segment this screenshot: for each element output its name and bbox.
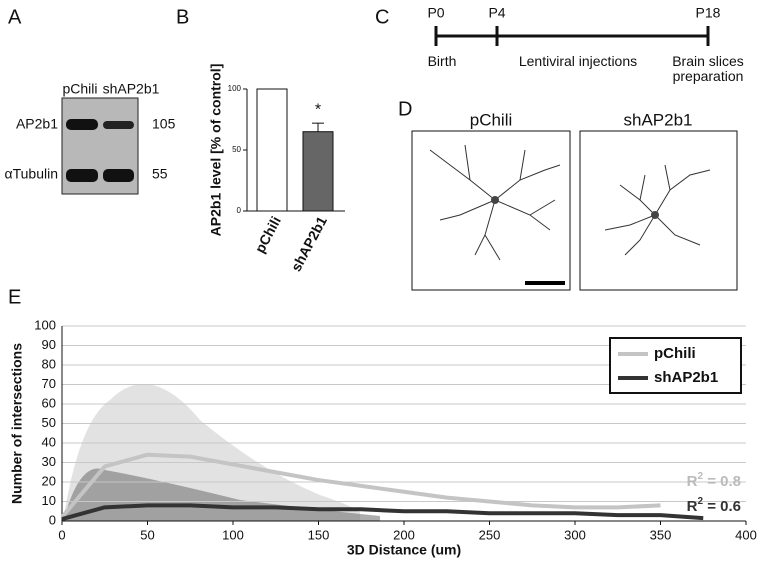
y-tick-label: 80: [42, 356, 56, 371]
fit-line: [61, 503, 704, 521]
legend-label: pChili: [654, 345, 696, 362]
y-axis-label: AP2b1 level [% of control]: [208, 64, 224, 237]
image-title: shAP2b1: [624, 110, 693, 129]
y-tick-label: 40: [42, 434, 56, 449]
y-tick-label: 30: [42, 454, 56, 469]
r-squared-value: = 0.6: [703, 498, 741, 515]
y-tick-label: 100: [34, 317, 56, 332]
image-title: pChili: [470, 110, 513, 129]
blot-band: [66, 169, 98, 182]
x-tick-label: 150: [308, 527, 330, 542]
y-tick-label: 10: [42, 493, 56, 508]
y-tick-label: 100: [228, 84, 242, 93]
timepoint-event: Lentiviral injections: [518, 53, 638, 69]
fit-line: [60, 452, 661, 519]
y-tick-label: 50: [232, 145, 241, 154]
blot-band: [103, 121, 134, 129]
band-label: AP2b1: [16, 116, 58, 132]
x-tick-label: 250: [479, 527, 501, 542]
timepoint-label: P0: [427, 5, 444, 21]
x-tick-label: 300: [564, 527, 586, 542]
neuron-drawing: [429, 144, 711, 261]
panel-label: B: [176, 6, 189, 28]
bar: [256, 88, 288, 212]
timepoint-event: Brain slices preparation: [672, 53, 744, 84]
bar: [302, 131, 334, 212]
band-size: 55: [152, 166, 168, 182]
x-tick-label: 0: [58, 527, 65, 542]
lane-label: pChili: [62, 81, 97, 97]
x-tick-label: 100: [222, 527, 244, 542]
y-tick-label: 0: [237, 206, 242, 215]
r-squared: R2 = 0.6: [687, 496, 741, 515]
x-axis-label: 3D Distance (um): [347, 542, 461, 558]
band-size: 105: [152, 116, 176, 132]
y-axis-label: Number of intersections: [9, 343, 25, 504]
band-label: αTubulin: [5, 166, 59, 182]
neuron-soma: [491, 196, 499, 204]
image-frame: [579, 130, 738, 291]
significance: *: [315, 101, 321, 118]
legend-label: shAP2b1: [654, 369, 718, 386]
y-tick-label: 70: [42, 376, 56, 391]
x-tick-label: 400: [735, 527, 757, 542]
y-tick-label: 90: [42, 337, 56, 352]
panel-label: A: [8, 6, 22, 28]
panel-label: E: [8, 286, 21, 308]
r-squared-base: R: [687, 498, 698, 515]
panel-label: D: [398, 98, 412, 120]
r-squared-base: R: [687, 473, 698, 490]
y-tick-label: 20: [42, 473, 56, 488]
blot-band: [103, 169, 134, 182]
r-squared-sup: 2: [697, 496, 703, 507]
r-squared-sup: 2: [697, 471, 703, 482]
x-tick-label: shAP2b1: [288, 213, 330, 274]
legend-box: [609, 337, 742, 394]
r-squared: R2 = 0.8: [687, 471, 741, 490]
y-tick-label: 60: [42, 395, 56, 410]
y-tick-label: 0: [49, 512, 56, 527]
x-tick-label: 200: [393, 527, 415, 542]
x-tick-label: pChili: [252, 214, 284, 256]
timepoint-event: Birth: [427, 53, 457, 69]
image-frame: [411, 130, 571, 291]
r-squared-value: = 0.8: [703, 473, 741, 490]
panel-label: C: [375, 6, 389, 28]
y-tick-label: 50: [42, 415, 56, 430]
x-tick-label: 50: [140, 527, 154, 542]
timepoint-label: P18: [696, 5, 721, 21]
neuron-soma: [651, 211, 659, 219]
blot-band: [66, 119, 98, 130]
x-tick-label: 350: [650, 527, 672, 542]
lane-label: shAP2b1: [103, 81, 160, 97]
timepoint-label: P4: [488, 5, 505, 21]
